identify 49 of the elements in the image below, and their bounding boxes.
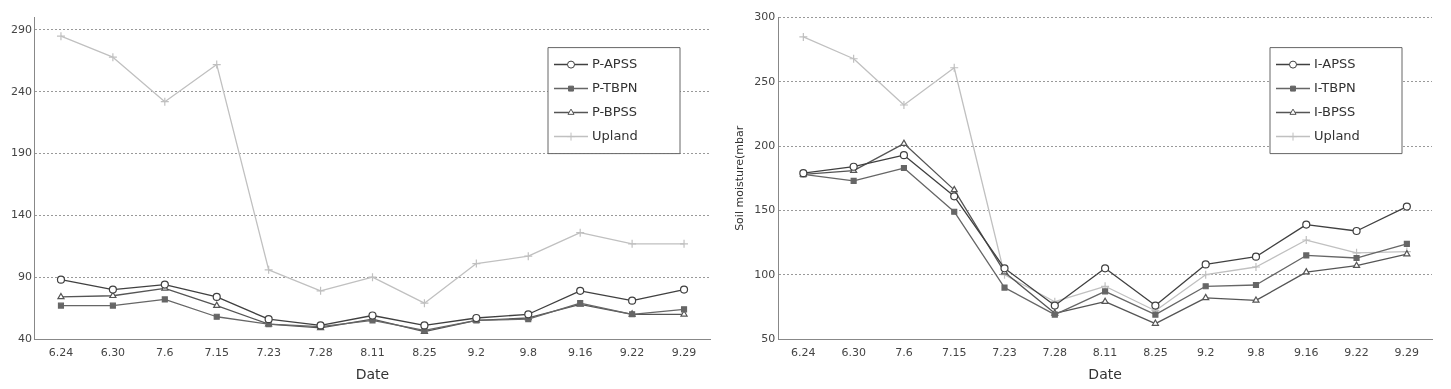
x-tick-label: 6.30 <box>841 346 866 360</box>
x-tick-label: 9.29 <box>671 346 697 360</box>
y-tick-label: 50 <box>761 331 776 345</box>
y-tick-label: 140 <box>11 208 32 222</box>
x-tick-label: 9.16 <box>1294 346 1319 360</box>
y-tick-label: 90 <box>18 270 32 284</box>
x-tick-label: 7.28 <box>1042 346 1068 360</box>
x-tick-label: 7.23 <box>992 346 1017 360</box>
legend-label: I-TBPN <box>1314 79 1356 95</box>
x-tick-label: 9.8 <box>1247 346 1265 360</box>
x-tick-label: 7.23 <box>256 346 281 360</box>
x-tick-label: 9.29 <box>1394 346 1420 360</box>
y-tick-label: 200 <box>754 139 776 153</box>
y-axis-title: Soil moisture(mbar <box>733 125 747 231</box>
x-tick-label: 8.25 <box>1143 346 1168 360</box>
y-tick-label: 300 <box>754 10 776 24</box>
x-tick-label: 6.24 <box>48 346 74 360</box>
x-tick-label: 7.28 <box>308 346 333 360</box>
y-tick-label: 150 <box>754 203 776 217</box>
x-tick-label: 8.25 <box>412 346 437 360</box>
x-tick-label: 6.30 <box>100 346 126 360</box>
x-tick-label: 8.11 <box>360 346 385 360</box>
legend-label: Upland <box>592 127 638 143</box>
x-tick-label: 9.8 <box>519 346 538 360</box>
x-tick-label: 7.15 <box>941 346 967 360</box>
y-tick-label: 290 <box>11 22 32 36</box>
x-tick-label: 8.11 <box>1092 346 1118 360</box>
y-tick-label: 40 <box>18 331 32 345</box>
x-tick-label: 7.6 <box>895 346 913 360</box>
legend-label: P-APSS <box>592 55 638 71</box>
y-tick-label: 190 <box>11 146 32 160</box>
x-tick-label: 9.22 <box>1344 346 1369 360</box>
x-tick-label: 9.2 <box>467 346 486 360</box>
x-tick-label: 6.24 <box>791 346 816 360</box>
x-tick-label: 9.16 <box>567 346 593 360</box>
legend-label: Upland <box>1314 127 1360 143</box>
y-tick-label: 250 <box>754 74 776 88</box>
legend-label: I-BPSS <box>1314 103 1356 119</box>
x-tick-label: 9.22 <box>619 346 645 360</box>
y-tick-label: 240 <box>11 84 32 98</box>
x-tick-label: 7.6 <box>156 346 174 360</box>
y-tick-label: 100 <box>754 267 776 281</box>
x-axis-title: Date <box>355 366 390 383</box>
x-tick-label: 9.2 <box>1196 346 1215 360</box>
legend-label: P-TBPN <box>592 79 638 95</box>
x-axis-title: Date <box>1088 366 1122 383</box>
legend-label: I-APSS <box>1314 55 1356 71</box>
legend-label: P-BPSS <box>592 103 638 119</box>
x-tick-label: 7.15 <box>204 346 229 360</box>
